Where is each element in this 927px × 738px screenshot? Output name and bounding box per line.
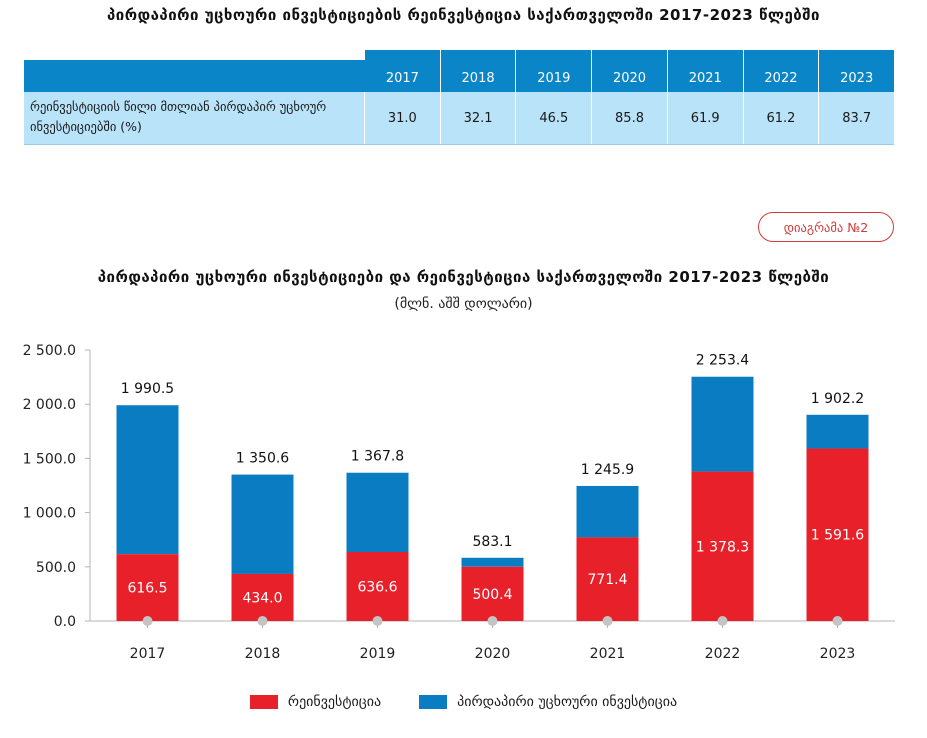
- fdi-bar-segment: [806, 414, 869, 449]
- reinvestment-data-label: 616.5: [127, 581, 167, 597]
- legend-swatch-fdi: [419, 695, 448, 709]
- table-cell-value: 61.9: [666, 92, 743, 144]
- reinvestment-bar-segment: [461, 566, 524, 621]
- diagram-number-badge: დიაგრამა №2: [758, 212, 894, 242]
- reinvestment-data-label: 500.4: [472, 587, 512, 603]
- legend-item-fdi: პირდაპირი უცხოური ინვესტიცია: [419, 694, 677, 710]
- total-data-label: 1 350.6: [236, 451, 290, 467]
- x-axis-marker: [142, 616, 153, 626]
- fdi-bar-segment: [691, 376, 754, 472]
- x-tick-label: 2019: [360, 646, 396, 662]
- table-cell-value: 31.0: [387, 110, 417, 126]
- y-tick-label: 2 000.0: [23, 397, 76, 413]
- table-cell-value: 61.2: [742, 92, 819, 144]
- fdi-bar-segment: [116, 405, 179, 555]
- x-axis-marker: [602, 616, 613, 626]
- x-tick-label: 2020: [475, 646, 511, 662]
- x-tick-label: 2018: [245, 646, 281, 662]
- x-axis-marker: [487, 616, 498, 626]
- legend-label-reinvestment: რეინვესტიცია: [287, 694, 382, 710]
- reinvestment-data-label: 1 378.3: [696, 539, 749, 555]
- table-cell-value: 83.7: [818, 92, 894, 144]
- legend-item-reinvestment: რეინვესტიცია: [249, 694, 382, 710]
- table-row-label: რეინვესტიციის წილი მთლიან პირდაპირ უცხოუ…: [24, 92, 365, 144]
- y-tick-label: 1 500.0: [23, 451, 76, 467]
- table-year-headers: 2017 2018 2019 2020 2021 2022 2023: [365, 50, 895, 92]
- reinvestment-data-label: 636.6: [357, 579, 397, 595]
- y-tick-label: 0.0: [54, 614, 76, 630]
- reinvestment-bar-segment: [116, 554, 179, 621]
- y-tick-label: 2 500.0: [23, 343, 76, 359]
- reinvestment-data-label: 434.0: [242, 590, 282, 606]
- table-cell-value: 32.1: [439, 92, 516, 144]
- y-tick-label: 500.0: [36, 560, 76, 576]
- table-row-values: 31.0 32.1 46.5 85.8 61.9 61.2 83.7: [365, 92, 894, 144]
- chart-title: პირდაპირი უცხოური ინვესტიციები და რეინვე…: [97, 268, 830, 286]
- reinvestment-data-label: 1 591.6: [811, 528, 865, 544]
- x-tick-label: 2017: [130, 646, 166, 662]
- table-header: 2017 2018 2019 2020 2021 2022 2023: [24, 50, 895, 92]
- table-header-lead: [24, 60, 365, 92]
- reinvestment-bar-segment: [806, 448, 869, 621]
- total-data-label: 1 245.9: [581, 462, 634, 478]
- x-axis-marker: [717, 616, 728, 626]
- table-title: პირდაპირი უცხოური ინვესტიციების რეინვესტ…: [106, 6, 820, 24]
- table-cell-value: 46.5: [515, 92, 591, 144]
- chart-subtitle: (მლნ. აშშ დოლარი): [394, 296, 533, 312]
- total-data-label: 1 902.2: [811, 391, 864, 407]
- x-axis-marker: [257, 616, 268, 626]
- fdi-bar-segment: [231, 474, 294, 574]
- x-tick-label: 2022: [705, 646, 741, 662]
- table-year-header: 2022: [742, 50, 819, 92]
- reinvestment-bar-segment: [691, 471, 754, 621]
- table-year-header: 2023: [818, 50, 895, 92]
- table-row: რეინვესტიციის წილი მთლიან პირდაპირ უცხოუ…: [24, 92, 894, 145]
- table-year-header: 2021: [666, 50, 743, 92]
- x-tick-label: 2021: [590, 646, 626, 662]
- stacked-bar-chart: 0.0 500.0 1 000.0 1 500.0 2 000.0 2 500.0 616.…: [23, 343, 895, 662]
- fdi-bar-segment: [576, 485, 639, 538]
- reinvestment-data-label: 771.4: [587, 572, 627, 588]
- total-data-label: 583.1: [472, 534, 512, 550]
- reinvestment-bar-segment: [346, 551, 409, 621]
- table-year-header: 2020: [591, 50, 667, 92]
- fdi-bar-segment: [346, 472, 409, 552]
- chart-legend: რეინვესტიცია პირდაპირი უცხოური ინვესტიცი…: [0, 694, 927, 710]
- table-year-header: 2017: [365, 50, 440, 92]
- fdi-bar-segment: [461, 557, 524, 567]
- total-data-label: 1 990.5: [121, 381, 174, 397]
- legend-swatch-reinvestment: [249, 695, 278, 709]
- x-tick-label: 2023: [820, 646, 856, 662]
- reinvestment-share-table: 2017 2018 2019 2020 2021 2022 2023 რეინვესტიცი…: [24, 50, 895, 145]
- x-axis-marker: [372, 616, 383, 626]
- reinvestment-bar-segment: [231, 573, 294, 621]
- table-year-header: 2018: [439, 50, 516, 92]
- total-data-label: 1 367.8: [351, 449, 404, 465]
- y-tick-label: 1 000.0: [23, 506, 76, 522]
- table-cell-value: 85.8: [591, 92, 667, 144]
- reinvestment-bar-segment: [576, 537, 639, 621]
- x-axis-marker: [832, 616, 843, 626]
- legend-label-fdi: პირდაპირი უცხოური ინვესტიცია: [457, 694, 678, 710]
- total-data-label: 2 253.4: [696, 353, 750, 369]
- table-year-header: 2019: [515, 50, 592, 92]
